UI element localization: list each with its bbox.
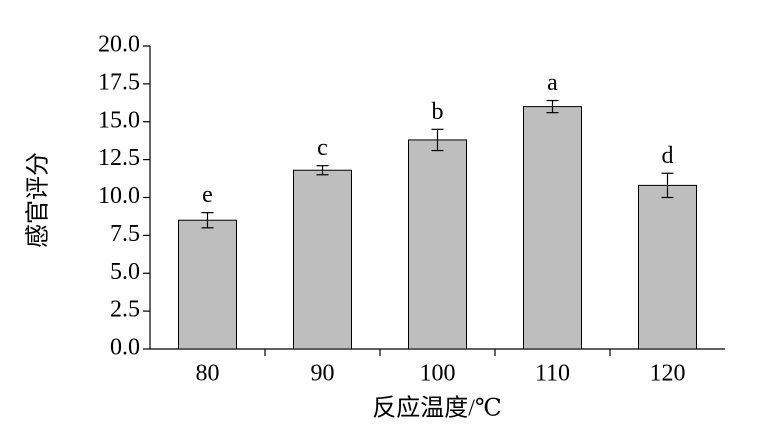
x-axis-label: 反应温度/℃ xyxy=(372,395,502,422)
y-tick-label: 7.5 xyxy=(110,221,140,247)
significance-letter: c xyxy=(317,135,328,161)
y-tick-label: 20.0 xyxy=(98,32,140,58)
y-tick-label: 0.0 xyxy=(110,335,140,361)
error-bar xyxy=(546,99,559,114)
error-bar xyxy=(661,172,674,199)
y-tick-label: 15.0 xyxy=(98,107,140,133)
y-tick-label: 12.5 xyxy=(98,145,140,171)
bar xyxy=(293,169,352,350)
error-bar xyxy=(201,212,214,229)
bar xyxy=(638,184,697,350)
significance-letter: a xyxy=(547,70,558,96)
y-tick-label: 17.5 xyxy=(98,69,140,95)
x-tick-label: 110 xyxy=(535,361,570,387)
x-tick-label: 80 xyxy=(196,361,220,387)
x-tick-label: 120 xyxy=(650,361,686,387)
y-tick-label: 10.0 xyxy=(98,183,140,209)
y-tick-label: 2.5 xyxy=(110,297,140,323)
bar xyxy=(408,139,467,350)
bar xyxy=(178,219,237,350)
significance-letter: e xyxy=(202,182,213,208)
y-axis-label: 感官评分 xyxy=(25,152,52,248)
significance-letter: b xyxy=(432,99,444,125)
x-tick-label: 100 xyxy=(420,361,456,387)
bar xyxy=(523,106,582,350)
y-tick-label: 5.0 xyxy=(110,259,140,285)
significance-letter: d xyxy=(662,143,674,169)
error-bar xyxy=(316,165,329,176)
x-tick-label: 90 xyxy=(311,361,335,387)
error-bar xyxy=(431,128,444,152)
